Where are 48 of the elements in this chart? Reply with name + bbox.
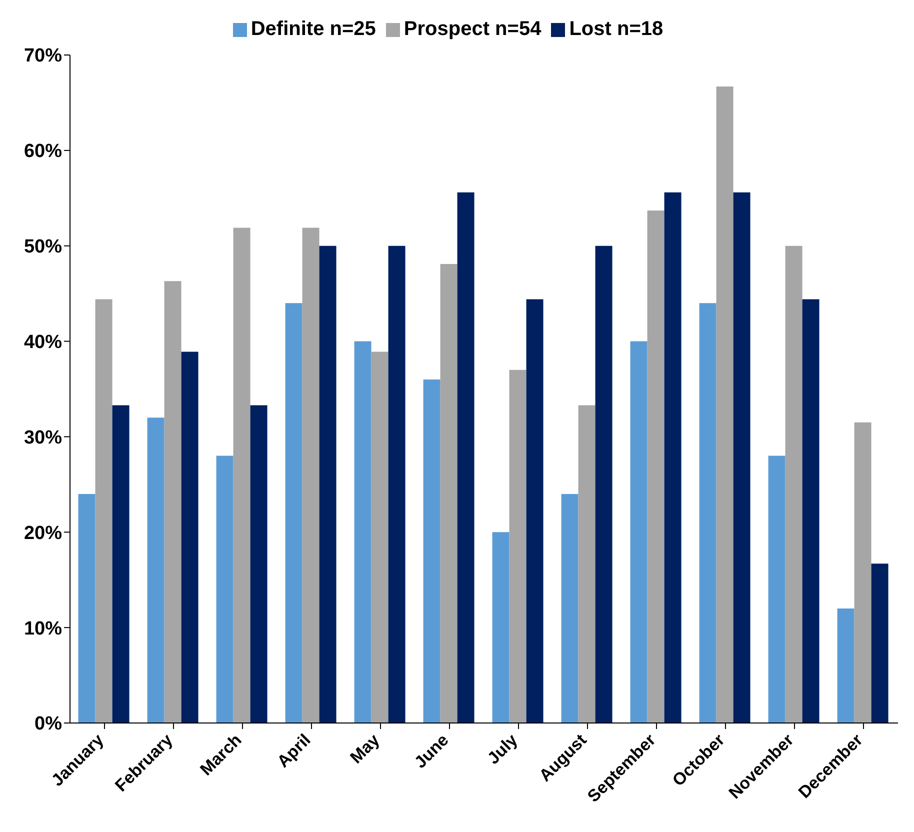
bar [440,264,458,723]
bar [595,246,612,723]
bar [854,422,872,723]
bar [509,370,526,723]
bar [699,303,716,723]
bar [302,228,320,723]
bar [492,532,510,723]
y-tick-label: 10% [24,618,62,640]
bar [371,352,388,723]
y-tick-label: 0% [34,714,62,735]
bar [837,608,854,723]
bar [561,494,578,723]
bar [871,564,888,723]
bar [785,246,802,723]
bar [664,192,682,723]
legend-label: Lost n=18 [569,18,664,40]
y-tick-label: 60% [24,141,62,162]
x-tick-label: May [346,730,384,768]
bar [457,192,474,723]
bar [112,405,130,723]
y-tick-label: 40% [24,332,62,354]
bar [181,352,198,723]
bar [733,192,750,723]
bar [78,494,96,723]
bar [388,246,406,723]
bar [285,303,302,723]
bar [423,379,440,723]
bar [647,210,664,723]
bar [802,299,820,723]
bar [630,341,648,723]
bar [147,418,164,723]
y-tick-label: 20% [24,522,62,544]
bar [216,456,234,723]
legend-label: Prospect n=54 [404,18,542,40]
bar [716,86,734,723]
bar [319,246,336,723]
bar [95,299,112,723]
bar [164,281,182,723]
bar [250,405,268,723]
y-tick-label: 30% [24,427,62,448]
y-tick-label: 70% [24,46,62,67]
legend-label: Definite n=25 [250,18,376,40]
bar [233,228,250,723]
bar [354,341,372,723]
bar [578,405,596,723]
bar [768,456,786,723]
y-tick-label: 50% [24,236,62,258]
bar [526,299,544,723]
